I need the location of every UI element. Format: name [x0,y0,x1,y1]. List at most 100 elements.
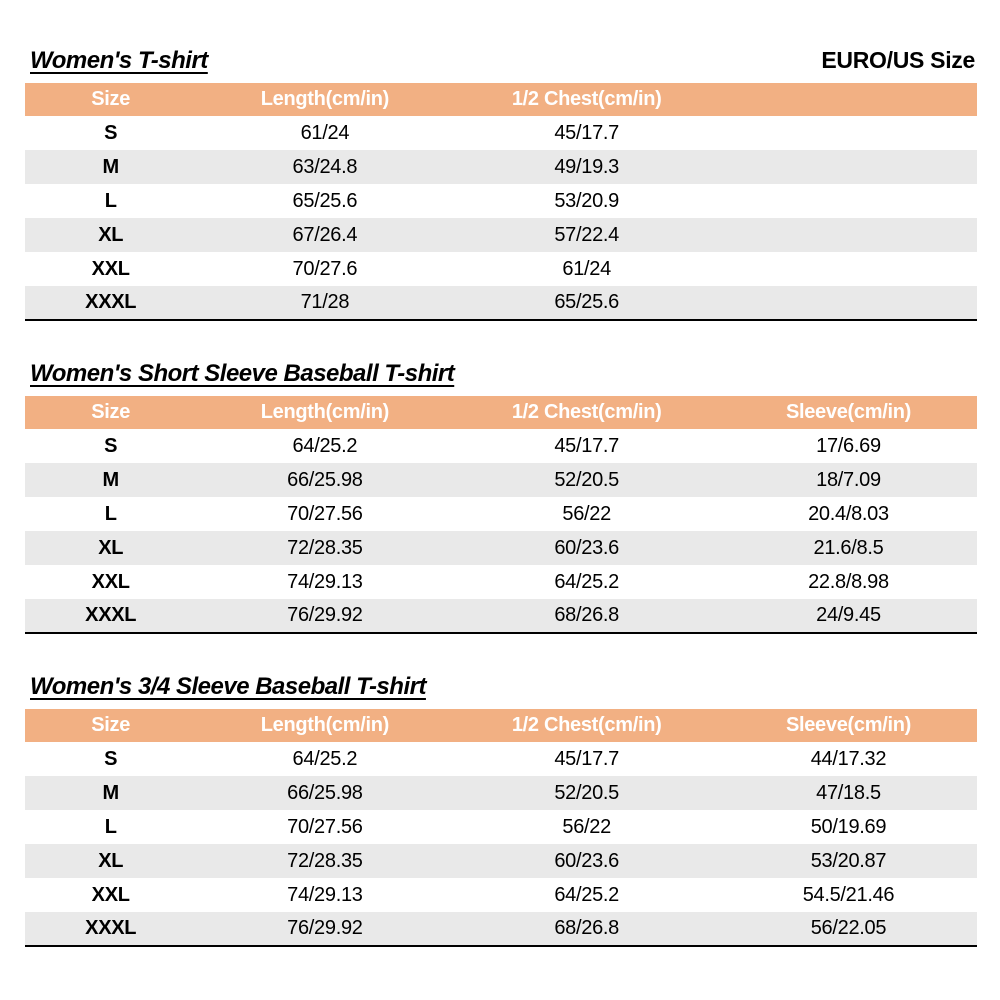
table-cell: 64/25.2 [554,570,619,593]
section-three-quarter-sleeve-baseball: Women's 3/4 Sleeve Baseball T-shirt Size… [25,672,977,947]
table-cell: L [104,189,117,212]
table-cell: XXXL [85,604,137,626]
table-title-three-quarter-sleeve-baseball: Women's 3/4 Sleeve Baseball T-shirt [30,673,426,700]
table-cell: S [104,121,118,144]
table-cell: M [102,781,119,804]
table-cell: 64/25.2 [292,434,358,457]
table-cell: 70/27.56 [287,502,363,525]
table-cell: 61/24 [300,121,350,144]
table-row: XXXL 76/29.92 68/26.8 56/22.05 [25,912,977,946]
table-cell: L [104,815,117,838]
table-cell: 72/28.35 [287,849,363,872]
table-cell: 45/17.7 [554,121,619,144]
table-cell: 71/28 [300,291,350,313]
size-table-womens-tshirt: Size Length(cm/in) 1/2 Chest(cm/in) S 61/24 4… [25,83,977,321]
table-cell: XL [98,223,124,246]
title-row: Women's 3/4 Sleeve Baseball T-shirt [25,672,977,701]
table-cell: 63/24.8 [292,155,358,178]
table-cell: 18/7.09 [816,468,881,491]
column-header: 1/2 Chest(cm/in) [511,401,662,423]
table-cell: 76/29.92 [287,917,363,939]
table-row: L 65/25.6 53/20.9 [25,184,977,218]
table-cell: L [104,502,117,525]
table-cell: XXL [91,570,130,593]
table-cell: 76/29.92 [287,604,363,626]
table-cell: 45/17.7 [554,747,619,770]
header-row: Size Length(cm/in) 1/2 Chest(cm/in) [25,83,977,116]
table-cell: 67/26.4 [292,223,358,246]
table-row: XXL 74/29.13 64/25.2 54.5/21.46 [25,878,977,912]
title-row: Women's Short Sleeve Baseball T-shirt [25,359,977,388]
table-cell: 68/26.8 [554,604,619,626]
table-cell [720,116,977,150]
table-row: S 64/25.2 45/17.7 17/6.69 [25,429,977,463]
table-cell: 70/27.6 [292,257,358,280]
size-table-short-sleeve-baseball: Size Length(cm/in) 1/2 Chest(cm/in) Sleeve(… [25,396,977,634]
table-cell: 52/20.5 [554,781,619,804]
table-cell: 53/20.9 [554,189,619,212]
table-cell: XL [98,536,124,559]
table-row: M 63/24.8 49/19.3 [25,150,977,184]
column-header: Length(cm/in) [260,88,390,110]
table-cell: 61/24 [562,257,611,280]
table-cell: XXL [91,257,130,280]
table-cell: M [102,468,119,491]
header-row: Size Length(cm/in) 1/2 Chest(cm/in) Sleeve(… [25,396,977,429]
table-cell: 74/29.13 [287,883,363,906]
table-row: XXL 70/27.6 61/24 [25,252,977,286]
table-cell [720,184,977,218]
table-row: XXXL 76/29.92 68/26.8 24/9.45 [25,599,977,633]
table-cell: XXXL [85,917,137,939]
table-cell: 74/29.13 [287,570,363,593]
column-header: 1/2 Chest(cm/in) [511,714,662,736]
table-cell: 20.4/8.03 [808,502,889,525]
column-header: Sleeve(cm/in) [785,401,911,423]
table-cell: 57/22.4 [554,223,619,246]
table-row: S 64/25.2 45/17.7 44/17.32 [25,742,977,776]
table-row: XL 72/28.35 60/23.6 21.6/8.5 [25,531,977,565]
table-cell: S [104,434,118,457]
table-cell: 45/17.7 [554,434,619,457]
table-cell: 54.5/21.46 [802,883,895,906]
table-cell [720,252,977,286]
table-cell: 60/23.6 [554,536,619,559]
table-cell: 56/22 [562,502,611,525]
column-header [720,83,977,116]
table-row: XL 67/26.4 57/22.4 [25,218,977,252]
column-header: Length(cm/in) [260,714,390,736]
table-cell: 22.8/8.98 [808,570,889,593]
table-cell: S [104,747,118,770]
table-row: M 66/25.98 52/20.5 47/18.5 [25,776,977,810]
column-header: Size [91,88,131,110]
column-header: Length(cm/in) [260,401,390,423]
table-cell: 50/19.69 [810,815,887,838]
table-cell: XXXL [85,291,137,313]
table-cell: 66/25.98 [287,468,363,491]
column-header: Size [91,401,131,423]
table-title-short-sleeve-baseball: Women's Short Sleeve Baseball T-shirt [30,360,455,387]
table-cell: M [102,155,119,178]
section-womens-tshirt: Women's T-shirt EURO/US Size Size Length(… [25,46,977,321]
section-short-sleeve-baseball: Women's Short Sleeve Baseball T-shirt Si… [25,359,977,634]
table-cell: 72/28.35 [287,536,363,559]
table-cell: XXL [91,883,130,906]
size-standard-label: EURO/US Size [821,47,975,73]
table-cell: 47/18.5 [816,781,881,804]
table-cell [720,286,977,320]
table-row: XXXL 71/28 65/25.6 [25,286,977,320]
size-table-three-quarter-sleeve-baseball: Size Length(cm/in) 1/2 Chest(cm/in) Sleeve(… [25,709,977,947]
table-title-womens-tshirt: Women's T-shirt [30,47,208,74]
table-cell: 49/19.3 [554,155,619,178]
table-cell: 44/17.32 [810,747,887,770]
table-cell: 56/22 [562,815,611,838]
table-cell: 65/25.6 [292,189,358,212]
table-cell: 66/25.98 [287,781,363,804]
table-cell: 65/25.6 [554,291,619,313]
table-row: XXL 74/29.13 64/25.2 22.8/8.98 [25,565,977,599]
table-cell: 68/26.8 [554,917,619,939]
table-cell: 53/20.87 [810,849,887,872]
column-header: Sleeve(cm/in) [785,714,911,736]
table-cell: XL [98,849,124,872]
table-cell: 21.6/8.5 [813,536,884,559]
table-cell: 56/22.05 [810,917,887,939]
